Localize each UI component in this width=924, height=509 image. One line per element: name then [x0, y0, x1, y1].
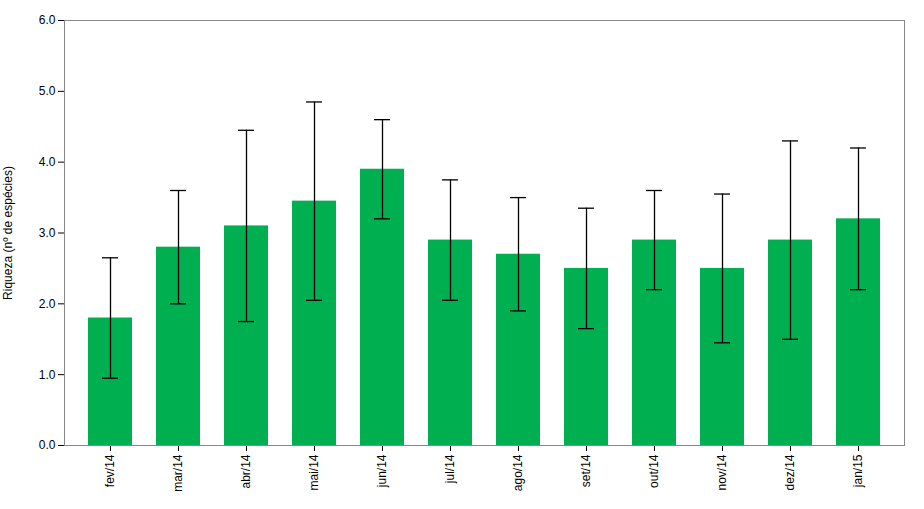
svg-text:dez/14: dez/14 [783, 454, 797, 490]
svg-text:jun/14: jun/14 [375, 454, 389, 488]
svg-text:abr/14: abr/14 [239, 454, 253, 488]
svg-text:jan/15: jan/15 [851, 454, 865, 488]
svg-text:1.0: 1.0 [39, 368, 56, 382]
svg-text:0.0: 0.0 [39, 438, 56, 452]
svg-text:5.0: 5.0 [39, 84, 56, 98]
svg-text:mar/14: mar/14 [171, 454, 185, 492]
svg-text:ago/14: ago/14 [511, 454, 525, 491]
svg-text:6.0: 6.0 [39, 13, 56, 27]
svg-text:4.0: 4.0 [39, 155, 56, 169]
svg-text:jul/14: jul/14 [443, 454, 457, 484]
svg-text:nov/14: nov/14 [715, 454, 729, 490]
svg-text:3.0: 3.0 [39, 226, 56, 240]
svg-text:fev/14: fev/14 [103, 454, 117, 487]
svg-text:Riqueza (nº de espécies): Riqueza (nº de espécies) [1, 166, 15, 300]
svg-text:out/14: out/14 [647, 454, 661, 488]
svg-text:2.0: 2.0 [39, 297, 56, 311]
svg-text:mai/14: mai/14 [307, 454, 321, 490]
svg-text:set/14: set/14 [579, 454, 593, 487]
